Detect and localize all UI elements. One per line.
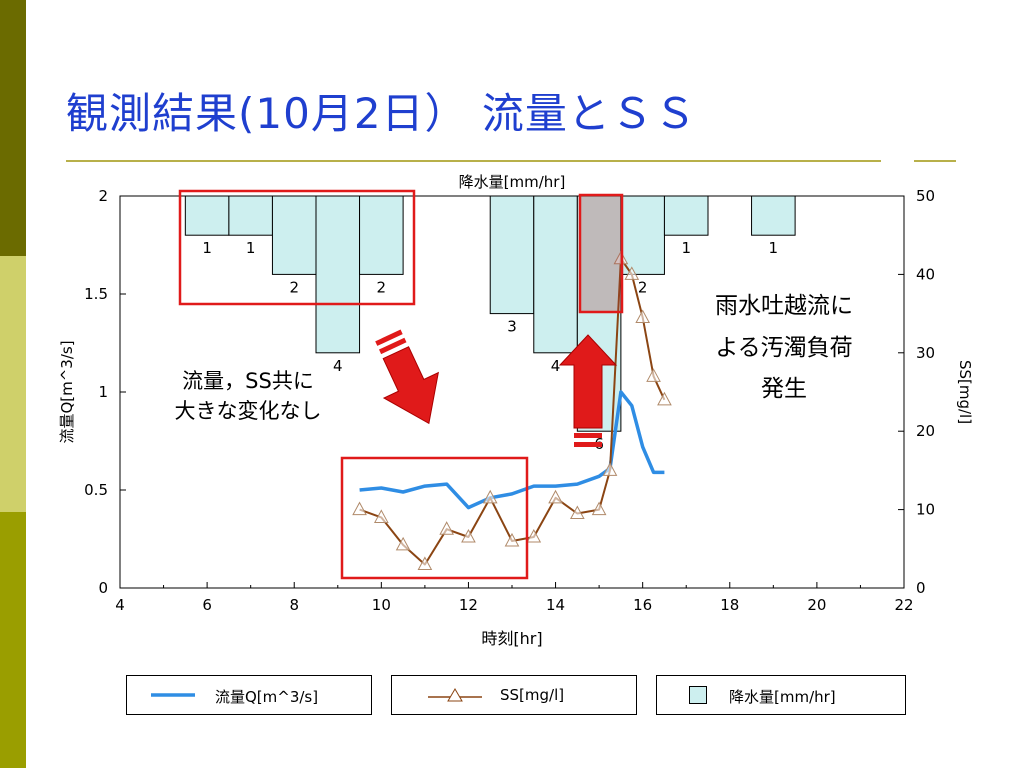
y-axis-label-right: SS[mg/l]	[956, 360, 974, 424]
legend-rain: 降水量[mm/hr]	[656, 675, 906, 715]
x-tick-label: 12	[459, 596, 478, 614]
highlight-box-baseline	[340, 456, 529, 580]
legend-flow: 流量Q[m^3/s]	[126, 675, 372, 715]
note-left-line1: 流量，SS共に	[182, 369, 314, 393]
y-right-tick-label: 20	[916, 422, 935, 440]
rain-bar-label: 4	[551, 357, 561, 375]
note-left-line2: 大きな変化なし	[175, 399, 322, 423]
highlight-box-peak-rain	[578, 193, 624, 314]
rain-bar-label: 2	[289, 278, 299, 296]
y-right-tick-label: 30	[916, 344, 935, 362]
rain-bars	[184, 195, 796, 432]
rain-bar	[751, 195, 796, 236]
rain-bar-label: 1	[769, 239, 779, 257]
legend-ss: SS[mg/l]	[391, 675, 637, 715]
ss-marker	[526, 528, 542, 543]
y-right-tick-label: 50	[916, 187, 935, 205]
arrow-up	[558, 334, 618, 447]
ss-marker	[482, 489, 498, 504]
ss-marker	[591, 501, 607, 516]
rain-bar-label: 1	[681, 239, 691, 257]
x-tick-label: 22	[894, 596, 913, 614]
ss-marker	[602, 462, 618, 476]
y-left-tick-label: 1.5	[84, 285, 108, 303]
rain-bar-label: 1	[246, 239, 256, 257]
flow-line	[359, 390, 665, 510]
rain-bar	[271, 195, 317, 275]
ss-marker	[635, 309, 651, 324]
rain-bar-label: 2	[638, 278, 648, 296]
arrow-down	[375, 329, 439, 425]
sidebar-band-bottom	[0, 512, 26, 768]
legend-rain-label: 降水量[mm/hr]	[729, 688, 836, 706]
ss-marker	[352, 501, 367, 516]
x-tick-label: 8	[289, 596, 299, 614]
ss-marker	[657, 391, 672, 406]
x-axis-label: 時刻[hr]	[481, 629, 542, 648]
note-right-line3: 発生	[761, 376, 807, 402]
rain-bar	[315, 195, 361, 354]
x-tick-label: 10	[372, 596, 391, 614]
y-left-tick-label: 1	[98, 383, 108, 401]
ss-line	[359, 257, 666, 566]
title-rule-short	[914, 160, 956, 162]
y-axis-label-left: 流量Q[m^3/s]	[58, 340, 76, 443]
rain-bar	[620, 195, 665, 275]
ss-marker	[624, 266, 640, 280]
y-right-tick-label: 10	[916, 501, 935, 519]
rain-bar	[184, 195, 230, 236]
y-left-tick-label: 0.5	[84, 481, 108, 499]
ss-marker	[504, 532, 520, 547]
slide-sidebar	[0, 0, 26, 768]
ss-marker	[373, 509, 389, 523]
title-rule	[66, 160, 881, 162]
rain-bar	[359, 195, 404, 275]
x-tick-label: 4	[115, 596, 125, 614]
legend-ss-swatch	[428, 688, 482, 702]
x-tick-label: 6	[202, 596, 212, 614]
x-tick-label: 18	[720, 596, 739, 614]
ss-marker	[548, 489, 563, 504]
y-right-tick-label: 40	[916, 265, 935, 283]
series-lines	[359, 257, 666, 566]
legend-flow-label: 流量Q[m^3/s]	[215, 688, 319, 706]
rain-bar-label: 1	[202, 239, 212, 257]
note-right-line2: よる汚濁負荷	[715, 335, 852, 361]
ss-marker	[417, 556, 433, 570]
rain-bar-label: 2	[377, 278, 387, 296]
slide-title: 観測結果(10月2日） 流量とＳＳ	[66, 89, 697, 138]
rain-bar	[533, 195, 578, 354]
note-right-line1: 雨水吐越流に	[715, 293, 853, 319]
legend-flow-swatch	[151, 693, 195, 697]
sidebar-band-middle	[0, 256, 26, 512]
ss-marker	[569, 505, 585, 520]
sidebar-band-top	[0, 0, 26, 256]
rain-bar-label: 3	[507, 318, 517, 336]
ss-marker	[461, 528, 476, 543]
rain-bar-label: 4	[333, 357, 343, 375]
rain-bar	[663, 195, 709, 236]
legend-rain-swatch	[689, 686, 707, 704]
y-left-tick-label: 0	[98, 579, 108, 597]
chart-top-label: 降水量[mm/hr]	[459, 173, 566, 191]
legend-ss-label: SS[mg/l]	[500, 686, 565, 704]
rain-bar	[228, 195, 273, 236]
x-tick-label: 16	[633, 596, 652, 614]
x-tick-label: 14	[546, 596, 565, 614]
y-right-tick-label: 0	[916, 579, 926, 597]
highlight-box-rain-early	[178, 189, 416, 306]
ss-markers	[352, 250, 672, 570]
rain-bar	[489, 195, 535, 315]
y-left-tick-label: 2	[98, 187, 108, 205]
ss-marker	[439, 521, 455, 535]
ss-marker	[395, 536, 411, 551]
ss-marker	[646, 368, 661, 382]
x-tick-label: 20	[807, 596, 826, 614]
